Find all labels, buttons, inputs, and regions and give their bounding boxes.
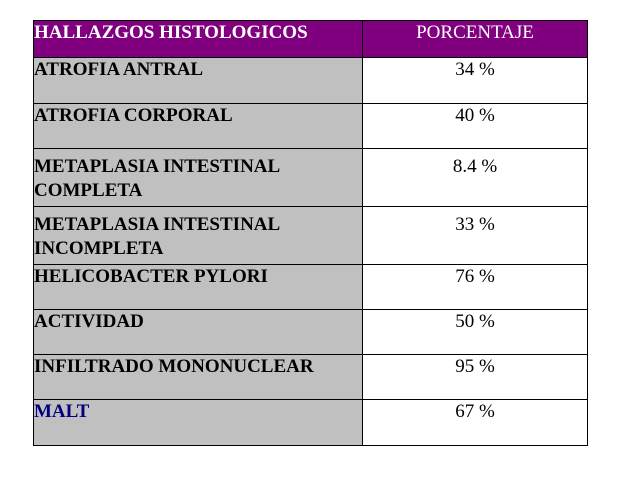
- table-row: INFILTRADO MONONUCLEAR 95 %: [33, 354, 588, 400]
- row-label: MALT: [33, 399, 363, 446]
- row-value: 67 %: [362, 399, 588, 446]
- table-row: MALT 67 %: [33, 399, 588, 446]
- row-label: ATROFIA CORPORAL: [33, 103, 363, 149]
- row-label: ATROFIA ANTRAL: [33, 57, 363, 104]
- row-value: 40 %: [362, 103, 588, 149]
- table-row: ACTIVIDAD 50 %: [33, 309, 588, 355]
- row-value: 8.4 %: [362, 148, 588, 207]
- table-row: METAPLASIA INTESTINAL COMPLETA 8.4 %: [33, 148, 588, 207]
- header-percentage: PORCENTAJE: [362, 20, 588, 58]
- row-label: ACTIVIDAD: [33, 309, 363, 355]
- row-value: 50 %: [362, 309, 588, 355]
- row-label: METAPLASIA INTESTINAL INCOMPLETA: [33, 206, 363, 265]
- header-findings: HALLAZGOS HISTOLOGICOS: [33, 20, 363, 58]
- histological-findings-table: HALLAZGOS HISTOLOGICOS PORCENTAJE ATROFI…: [33, 20, 588, 446]
- row-label: HELICOBACTER PYLORI: [33, 264, 363, 310]
- row-value: 95 %: [362, 354, 588, 400]
- row-label: INFILTRADO MONONUCLEAR: [33, 354, 363, 400]
- row-label: METAPLASIA INTESTINAL COMPLETA: [33, 148, 363, 207]
- row-value: 34 %: [362, 57, 588, 104]
- table-row: ATROFIA CORPORAL 40 %: [33, 103, 588, 149]
- row-value: 33 %: [362, 206, 588, 265]
- table-row: ATROFIA ANTRAL 34 %: [33, 57, 588, 104]
- table-row: METAPLASIA INTESTINAL INCOMPLETA 33 %: [33, 206, 588, 265]
- table-row: HELICOBACTER PYLORI 76 %: [33, 264, 588, 310]
- row-value: 76 %: [362, 264, 588, 310]
- table-header-row: HALLAZGOS HISTOLOGICOS PORCENTAJE: [33, 20, 588, 58]
